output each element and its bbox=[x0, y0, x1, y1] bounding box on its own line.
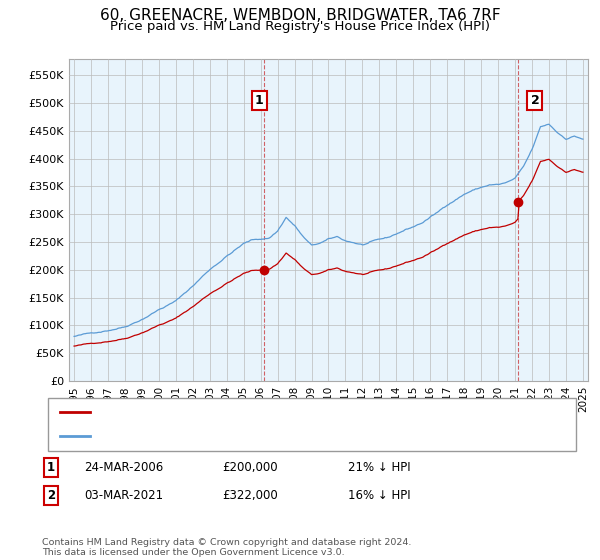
Text: 2: 2 bbox=[530, 94, 539, 107]
Text: Contains HM Land Registry data © Crown copyright and database right 2024.
This d: Contains HM Land Registry data © Crown c… bbox=[42, 538, 412, 557]
Text: 21% ↓ HPI: 21% ↓ HPI bbox=[348, 461, 410, 474]
Text: 1: 1 bbox=[255, 94, 263, 107]
Text: 60, GREENACRE, WEMBDON, BRIDGWATER, TA6 7RF: 60, GREENACRE, WEMBDON, BRIDGWATER, TA6 … bbox=[100, 8, 500, 24]
Text: 60, GREENACRE, WEMBDON, BRIDGWATER, TA6 7RF (detached house): 60, GREENACRE, WEMBDON, BRIDGWATER, TA6 … bbox=[96, 408, 482, 418]
Text: HPI: Average price, detached house, Somerset: HPI: Average price, detached house, Some… bbox=[96, 431, 351, 441]
Text: £200,000: £200,000 bbox=[222, 461, 278, 474]
Text: 1: 1 bbox=[47, 461, 55, 474]
Text: Price paid vs. HM Land Registry's House Price Index (HPI): Price paid vs. HM Land Registry's House … bbox=[110, 20, 490, 32]
Text: 2: 2 bbox=[47, 489, 55, 502]
Text: 24-MAR-2006: 24-MAR-2006 bbox=[84, 461, 163, 474]
Text: £322,000: £322,000 bbox=[222, 489, 278, 502]
Text: 03-MAR-2021: 03-MAR-2021 bbox=[84, 489, 163, 502]
Text: 16% ↓ HPI: 16% ↓ HPI bbox=[348, 489, 410, 502]
